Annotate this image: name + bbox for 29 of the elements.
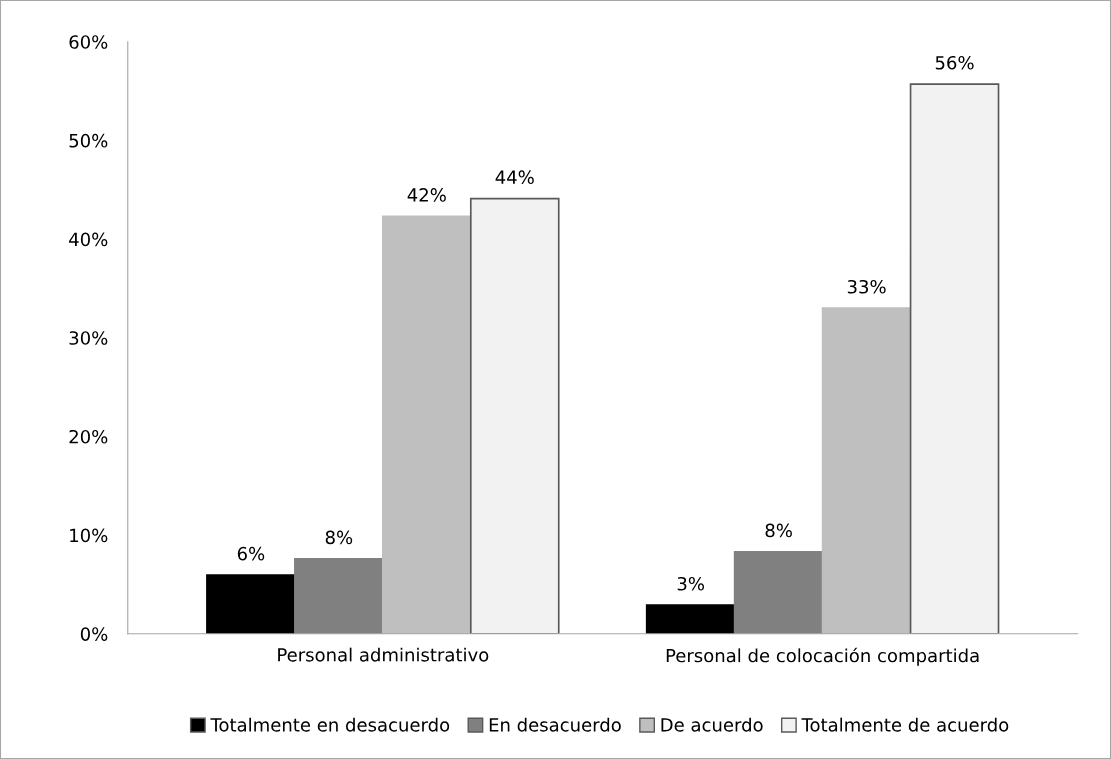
- y-tick-label: 30%: [69, 331, 108, 345]
- bar: [821, 307, 912, 634]
- x-tick-label: Personal de colocación compartida: [666, 647, 979, 666]
- bar: [733, 551, 824, 634]
- y-tick-label: 10%: [70, 528, 108, 543]
- data-label: 42%: [407, 188, 446, 202]
- y-tick-label: 20%: [69, 429, 108, 444]
- legend-label: De acuerdo: [661, 717, 763, 732]
- bar: [294, 557, 384, 634]
- data-label: 8%: [765, 523, 792, 538]
- y-tick-label: 60%: [69, 35, 108, 49]
- legend-label: Totalmente de acuerdo: [801, 717, 1009, 732]
- legend-label: Totalmente en desacuerdo: [210, 717, 450, 732]
- data-label: 56%: [935, 55, 974, 70]
- y-tick-label: 50%: [69, 133, 108, 148]
- y-tick-label: 0%: [80, 627, 108, 641]
- data-label: 44%: [495, 170, 534, 185]
- data-label: 33%: [847, 279, 886, 294]
- data-label: 3%: [677, 576, 704, 591]
- bar: [645, 604, 736, 634]
- bar: [381, 215, 472, 634]
- y-tick-label: 40%: [69, 232, 108, 247]
- legend-label: En desacuerdo: [489, 717, 621, 732]
- bar: [206, 574, 296, 634]
- data-label: 6%: [237, 546, 265, 561]
- x-tick-label: Personal administrativo: [278, 647, 489, 662]
- bar: [469, 197, 560, 634]
- data-label: 8%: [325, 530, 353, 545]
- bar: [909, 83, 1000, 634]
